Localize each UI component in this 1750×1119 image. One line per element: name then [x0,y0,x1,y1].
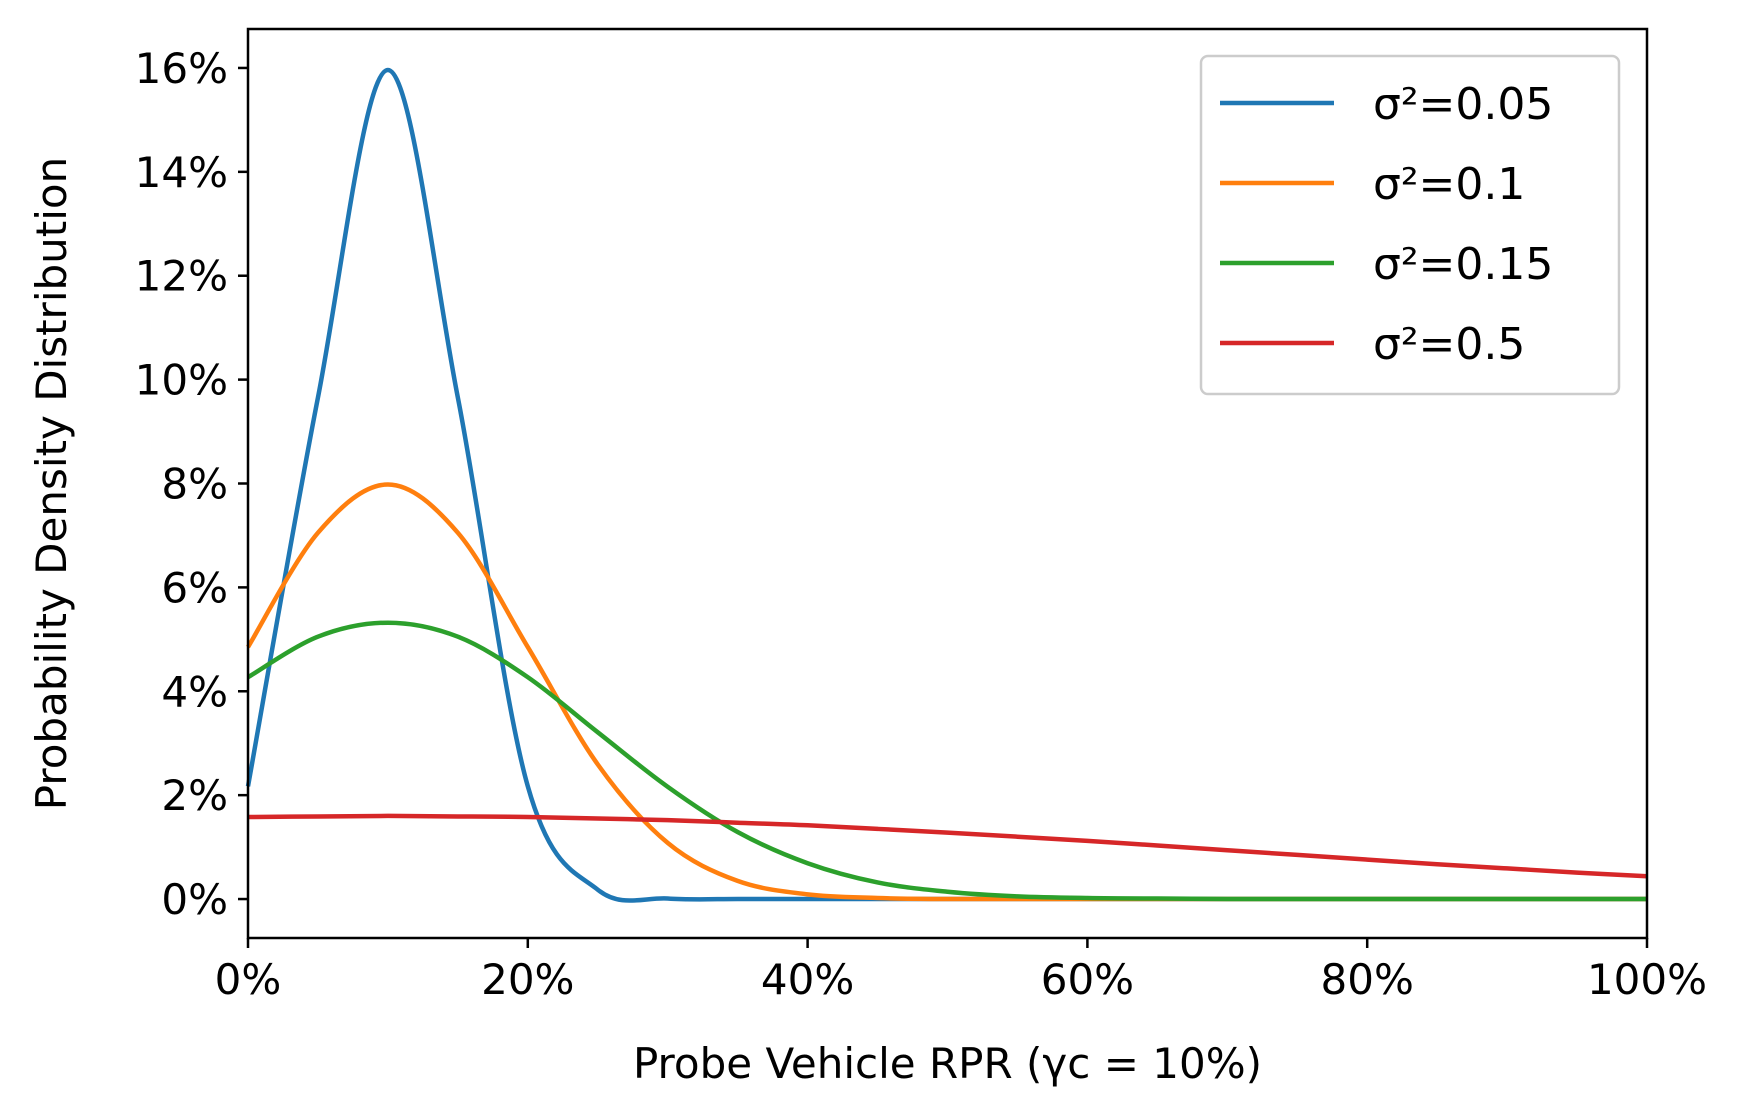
x-axis-label: Probe Vehicle RPR (γc = 10%) [633,1039,1262,1088]
y-tick-label: 0% [161,875,228,924]
y-tick-label: 10% [135,356,228,405]
legend-label: σ²=0.05 [1373,79,1553,130]
legend-label: σ²=0.5 [1373,319,1525,370]
y-tick-label: 2% [161,771,228,820]
x-tick-label: 0% [215,955,282,1004]
y-tick-label: 14% [135,148,228,197]
x-tick-label: 80% [1321,955,1414,1004]
y-tick-label: 12% [135,252,228,301]
x-axis: 0% 20% 40% 60% 80% 100% [215,938,1707,1004]
y-axis: 0% 2% 4% 6% 8% 10% 12% 14% 16% [135,44,248,924]
y-tick-label: 4% [161,667,228,716]
series-line-3 [247,813,1648,879]
y-tick-label: 8% [161,460,228,509]
legend-box [1199,54,1621,396]
y-tick-label: 6% [161,563,228,612]
y-tick-label: 16% [135,44,228,93]
x-tick-label: 40% [761,955,854,1004]
legend-label: σ²=0.15 [1373,239,1553,290]
series-layer [245,67,1648,903]
series-line-1 [246,482,1647,902]
legend-label: σ²=0.1 [1373,159,1525,210]
legend: σ²=0.05 σ²=0.1 σ²=0.15 σ²=0.5 [1199,54,1621,396]
series-line-2 [246,620,1647,902]
x-tick-label: 60% [1041,955,1134,1004]
y-axis-label: Probability Density Distribution [27,157,76,810]
x-tick-label: 20% [481,955,574,1004]
x-tick-label: 100% [1587,955,1707,1004]
